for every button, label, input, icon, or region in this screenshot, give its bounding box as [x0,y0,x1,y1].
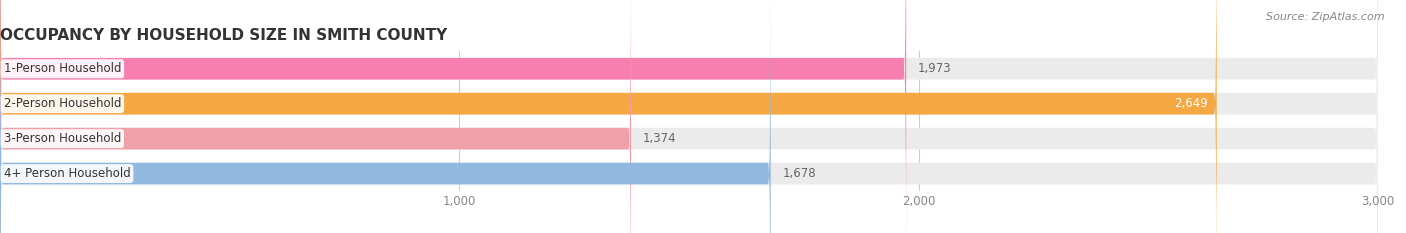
Text: 2-Person Household: 2-Person Household [4,97,121,110]
Text: Source: ZipAtlas.com: Source: ZipAtlas.com [1267,12,1385,22]
Text: 1,678: 1,678 [782,167,815,180]
Text: 2,649: 2,649 [1174,97,1208,110]
Text: 3-Person Household: 3-Person Household [4,132,121,145]
Text: 4+ Person Household: 4+ Person Household [4,167,131,180]
Text: OCCUPANCY BY HOUSEHOLD SIZE IN SMITH COUNTY: OCCUPANCY BY HOUSEHOLD SIZE IN SMITH COU… [0,28,447,43]
FancyBboxPatch shape [0,0,1216,233]
Text: 1,973: 1,973 [918,62,952,75]
FancyBboxPatch shape [0,0,907,233]
Text: 1-Person Household: 1-Person Household [4,62,121,75]
FancyBboxPatch shape [0,0,770,233]
FancyBboxPatch shape [0,0,631,233]
Text: 1,374: 1,374 [643,132,676,145]
